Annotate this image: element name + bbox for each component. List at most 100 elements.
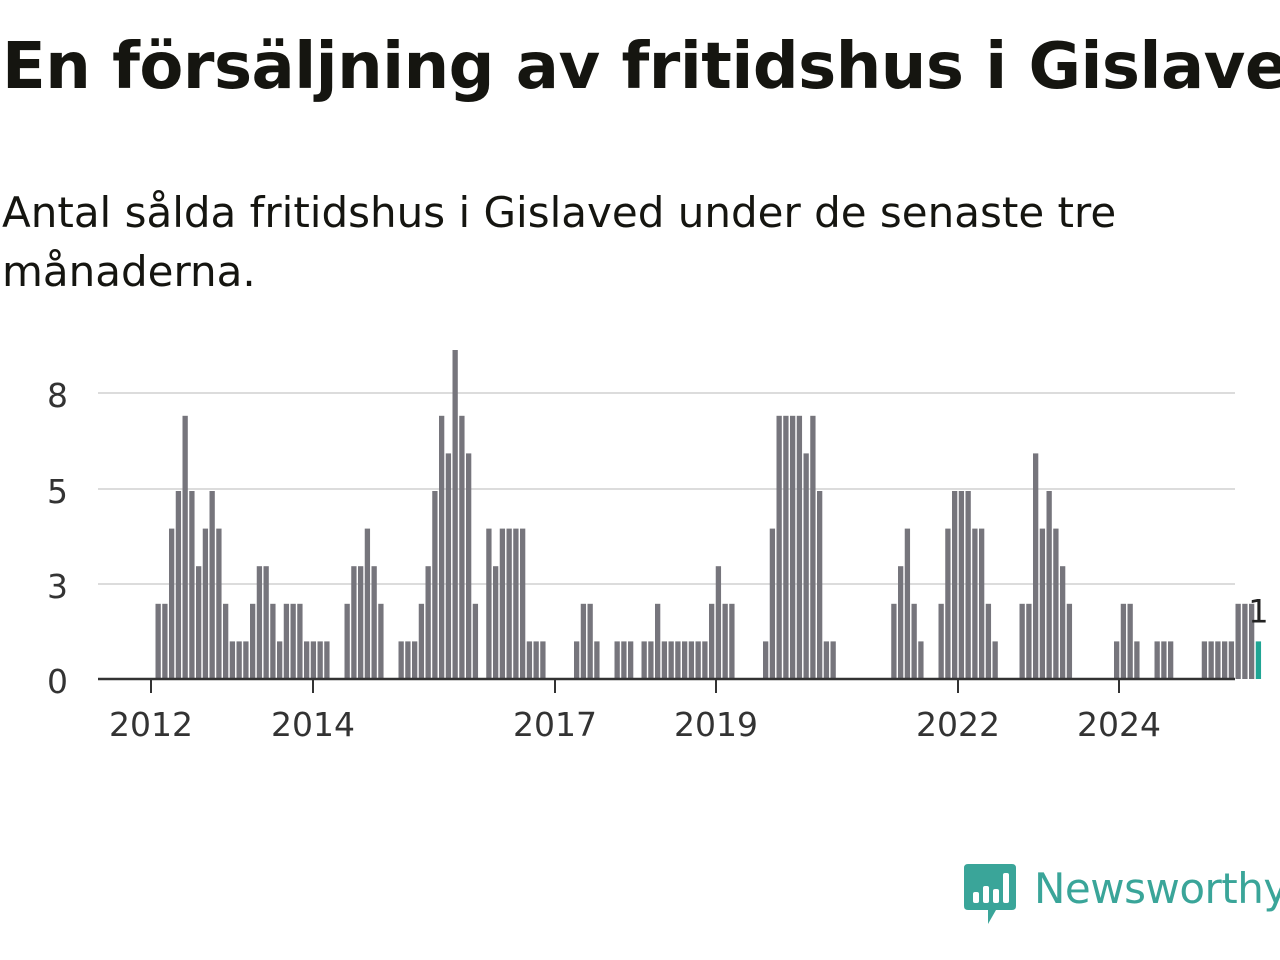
bar [317, 641, 323, 679]
bar [452, 350, 458, 679]
x-tick-label: 2022 [916, 705, 1000, 744]
bar [533, 641, 539, 679]
bar [1161, 641, 1167, 679]
bar [209, 491, 215, 679]
highlighted-bar [1255, 641, 1262, 679]
bar [891, 603, 897, 679]
bar [972, 528, 978, 679]
bar [810, 415, 816, 679]
bar [776, 415, 782, 679]
bar [169, 528, 175, 679]
bar [621, 641, 627, 679]
bar [493, 566, 499, 679]
bar [432, 491, 438, 679]
bar [472, 603, 479, 679]
bar [229, 641, 236, 679]
bar [398, 641, 404, 679]
bar [1120, 603, 1127, 679]
bar [358, 566, 364, 679]
bar [499, 528, 506, 679]
bar [412, 641, 418, 679]
bar [702, 641, 708, 679]
y-tick-label: 5 [47, 472, 68, 511]
bar [297, 603, 303, 679]
bar [1039, 528, 1046, 679]
bar [155, 603, 161, 679]
bar [938, 603, 944, 679]
bar [1222, 641, 1228, 679]
y-tick-label: 3 [47, 567, 68, 606]
bar [1249, 603, 1255, 679]
brand-logo[interactable]: Newsworthy [964, 864, 1280, 926]
bar [445, 453, 452, 679]
bar [236, 641, 242, 679]
x-tick-label: 2024 [1077, 705, 1161, 744]
bar [985, 603, 992, 679]
bar [1114, 641, 1120, 679]
bar [1228, 641, 1235, 679]
bar [945, 528, 951, 679]
bar [243, 641, 249, 679]
bar [830, 641, 836, 679]
bar [506, 528, 512, 679]
bar [1066, 603, 1073, 679]
bar [783, 415, 789, 679]
bar [371, 566, 377, 679]
bar [715, 566, 722, 679]
bar [1208, 641, 1214, 679]
chart-title: En försäljning av fritidshus i Gislaved [2, 30, 1280, 104]
bar [668, 641, 674, 679]
bar [1053, 528, 1059, 679]
bar [466, 453, 472, 679]
bar [216, 528, 222, 679]
bar [344, 603, 350, 679]
bar [250, 603, 256, 679]
newsworthy-bar-chart-icon [964, 864, 1016, 924]
bar [587, 603, 593, 679]
bar [1033, 453, 1039, 679]
bar [540, 641, 546, 679]
bar [1235, 603, 1241, 679]
bar-annotation: 1 [1248, 592, 1268, 630]
bar-chart: 0 3 5 8 1 2012 2014 2017 2019 2022 2024 [47, 350, 1269, 744]
bar [594, 641, 600, 679]
bar [196, 566, 202, 679]
bar [682, 641, 688, 679]
bar [304, 641, 310, 679]
bar [979, 528, 985, 679]
bar [911, 603, 917, 679]
bar [290, 603, 296, 679]
bar [614, 641, 620, 679]
bar [513, 528, 519, 679]
bar [729, 603, 735, 679]
bar [958, 491, 965, 679]
bar [628, 641, 634, 679]
bar [425, 566, 431, 679]
bar [655, 603, 661, 679]
bar [918, 641, 924, 679]
bar [574, 641, 580, 679]
bar [695, 641, 701, 679]
y-tick-label: 0 [47, 662, 68, 701]
bar [817, 491, 823, 679]
bar [952, 491, 958, 679]
bar [526, 641, 533, 679]
y-tick-label: 8 [47, 376, 68, 415]
bar [263, 566, 269, 679]
bar [1134, 641, 1140, 679]
bar [1201, 641, 1208, 679]
bar [1215, 641, 1221, 679]
bar [661, 641, 668, 679]
bar [1154, 641, 1160, 679]
bar [992, 641, 998, 679]
bar [162, 603, 168, 679]
bar [418, 603, 425, 679]
bar [175, 491, 182, 679]
bar [182, 415, 188, 679]
chart-subtitle: Antal sålda fritidshus i Gislaved under … [2, 188, 1117, 296]
bar [675, 641, 681, 679]
x-tick-label: 2012 [109, 705, 193, 744]
bar [364, 528, 371, 679]
bar [459, 415, 465, 679]
bar [277, 641, 283, 679]
